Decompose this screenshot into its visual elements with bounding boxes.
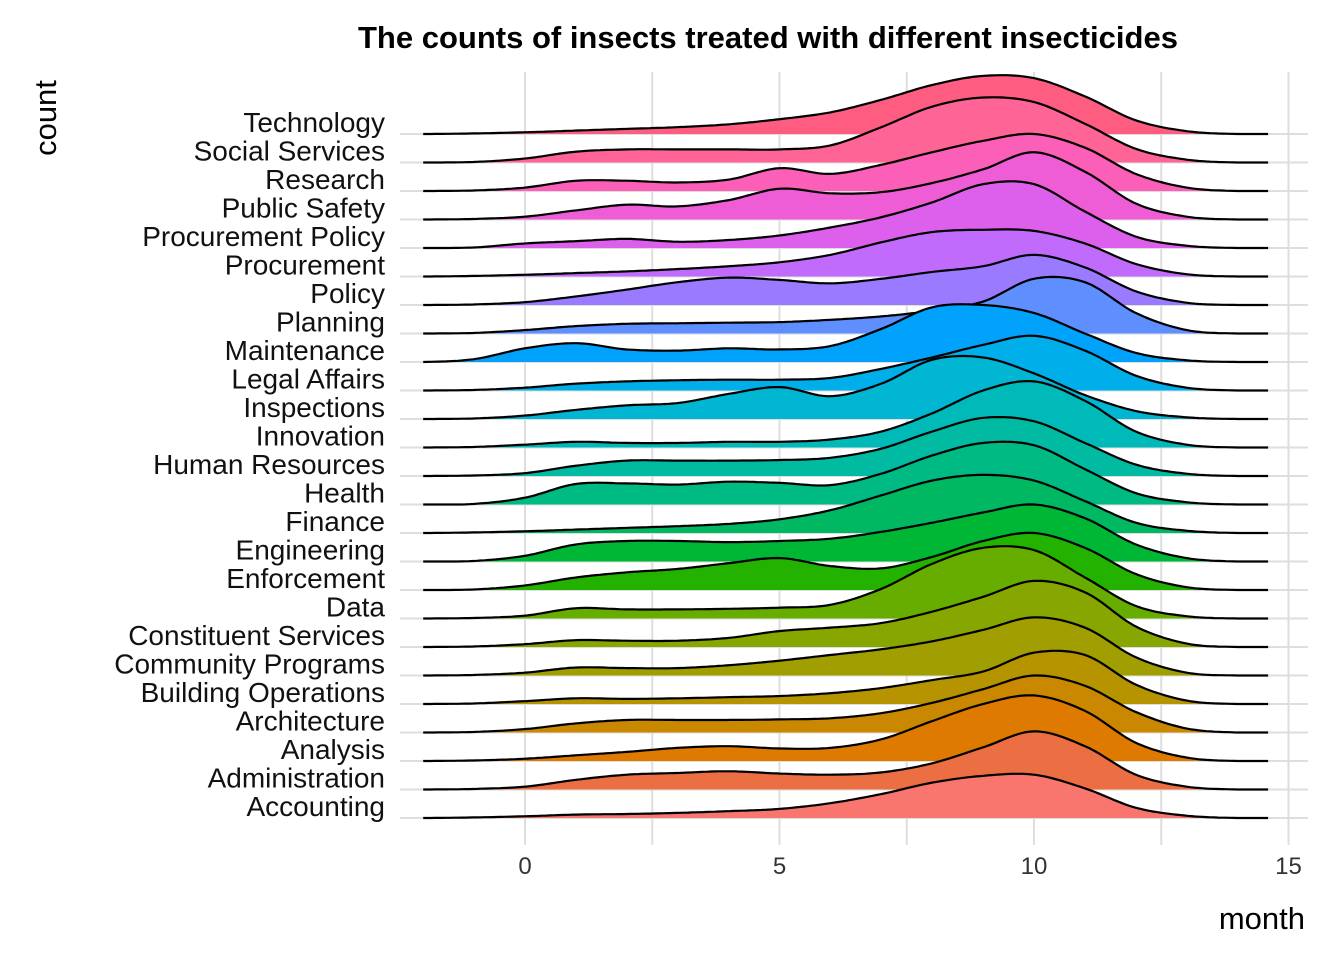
y-tick-label: Enforcement: [226, 563, 385, 594]
ridge-line-policy: [423, 253, 1269, 307]
ridge-line-human-resources: [423, 416, 1269, 478]
ridge-fill-accounting: [423, 773, 1269, 818]
ridge-line-procurement: [423, 228, 1269, 278]
y-tick-label: Planning: [276, 307, 385, 338]
ridge-line-finance: [423, 473, 1269, 535]
ridge-line-maintenance: [423, 303, 1269, 364]
y-tick-label: Data: [326, 592, 386, 623]
y-tick-label: Innovation: [256, 421, 385, 452]
ridge-line-administration: [423, 730, 1269, 791]
y-tick-label: Public Safety: [222, 193, 385, 224]
ridge-line-architecture: [423, 674, 1269, 734]
y-tick-label: Constituent Services: [128, 620, 385, 651]
ridge-line-legal-affairs: [423, 334, 1269, 392]
ridge-line-research: [423, 132, 1269, 193]
y-tick-label: Accounting: [246, 791, 385, 822]
ridge-line-analysis: [423, 694, 1269, 763]
ridge-fill-technology: [423, 75, 1269, 134]
y-tick-label: Building Operations: [141, 677, 385, 708]
y-tick-label: Maintenance: [225, 335, 385, 366]
ridges: [423, 74, 1269, 820]
ridge-fill-legal-affairs: [423, 335, 1269, 391]
ridge-fill-procurement-policy: [423, 181, 1269, 248]
ridge-line-innovation: [423, 380, 1269, 449]
x-tick-label: 10: [1021, 853, 1048, 880]
y-tick-label: Policy: [310, 278, 385, 309]
y-tick-label: Research: [265, 164, 385, 195]
x-tick-label: 5: [773, 853, 786, 880]
y-tick-label: Inspections: [243, 392, 385, 423]
y-tick-label: Technology: [243, 107, 385, 138]
ridge-line-health: [423, 440, 1269, 506]
y-axis-title: count: [28, 80, 63, 156]
ridge-line-inspections: [423, 354, 1269, 421]
ridge-line-accounting: [423, 772, 1269, 820]
ridge-line-building-operations: [423, 649, 1269, 706]
chart-title: The counts of insects treated with diffe…: [358, 20, 1178, 55]
x-axis-title: month: [1219, 901, 1305, 936]
y-tick-label: Procurement: [225, 250, 386, 281]
ridge-line-technology: [423, 74, 1269, 136]
ridge-line-enforcement: [423, 531, 1269, 592]
ridge-fill-planning: [423, 276, 1269, 334]
ridge-line-procurement-policy: [423, 180, 1269, 250]
ridge-line-planning: [423, 275, 1269, 335]
ridge-line-engineering: [423, 503, 1269, 563]
y-tick-label: Legal Affairs: [231, 364, 385, 395]
y-tick-label: Human Resources: [153, 449, 385, 480]
y-tick-label: Finance: [285, 506, 385, 537]
y-tick-label: Health: [304, 478, 385, 509]
ridge-line-data: [423, 545, 1269, 620]
y-tick-label: Architecture: [236, 706, 385, 737]
ridge-line-constituent-services: [423, 579, 1269, 649]
x-tick-labels: 0 5 10 15: [518, 853, 1302, 880]
y-tick-label: Community Programs: [114, 649, 385, 680]
ridge-line-social-services: [423, 96, 1269, 164]
y-tick-label: Procurement Policy: [142, 221, 385, 252]
y-tick-label: Engineering: [236, 535, 385, 566]
x-tick-label: 15: [1275, 853, 1302, 880]
ridge-line-public-safety: [423, 151, 1269, 221]
ridge-line-community-programs: [423, 616, 1269, 677]
y-tick-label: Social Services: [194, 136, 385, 167]
y-tick-label: Administration: [208, 763, 385, 794]
x-tick-label: 0: [518, 853, 531, 880]
y-tick-label: Analysis: [281, 734, 385, 765]
